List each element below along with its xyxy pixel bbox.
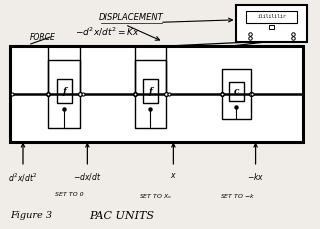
- Text: $-dx/dt$: $-dx/dt$: [73, 171, 101, 183]
- Text: SET TO 0: SET TO 0: [55, 192, 84, 197]
- Text: f: f: [148, 87, 152, 96]
- Text: $d^2x/dt^2$: $d^2x/dt^2$: [8, 171, 38, 184]
- Text: FORCE: FORCE: [29, 33, 55, 42]
- Bar: [57, 79, 72, 103]
- Text: f: f: [62, 87, 66, 96]
- Bar: [49, 60, 80, 128]
- Text: SET TO $-k$: SET TO $-k$: [220, 192, 256, 200]
- Bar: [269, 25, 274, 29]
- Text: $x$: $x$: [170, 171, 177, 180]
- Bar: [143, 79, 158, 103]
- Text: c: c: [234, 87, 239, 96]
- Text: Figure 3: Figure 3: [10, 211, 52, 220]
- Bar: [10, 46, 303, 142]
- Bar: [134, 60, 166, 128]
- Text: $-kx$: $-kx$: [247, 171, 264, 183]
- Text: ililililir: ililililir: [257, 14, 286, 19]
- Bar: [222, 69, 251, 119]
- Bar: [236, 5, 307, 42]
- Text: $-d^2x/dt^2 = Kx$: $-d^2x/dt^2 = Kx$: [75, 25, 140, 38]
- Bar: [246, 11, 297, 23]
- Bar: [229, 82, 244, 101]
- Text: DISPLACEMENT: DISPLACEMENT: [99, 13, 164, 22]
- Text: SET TO $X_o$: SET TO $X_o$: [139, 192, 172, 201]
- Text: PAC UNITS: PAC UNITS: [89, 211, 154, 221]
